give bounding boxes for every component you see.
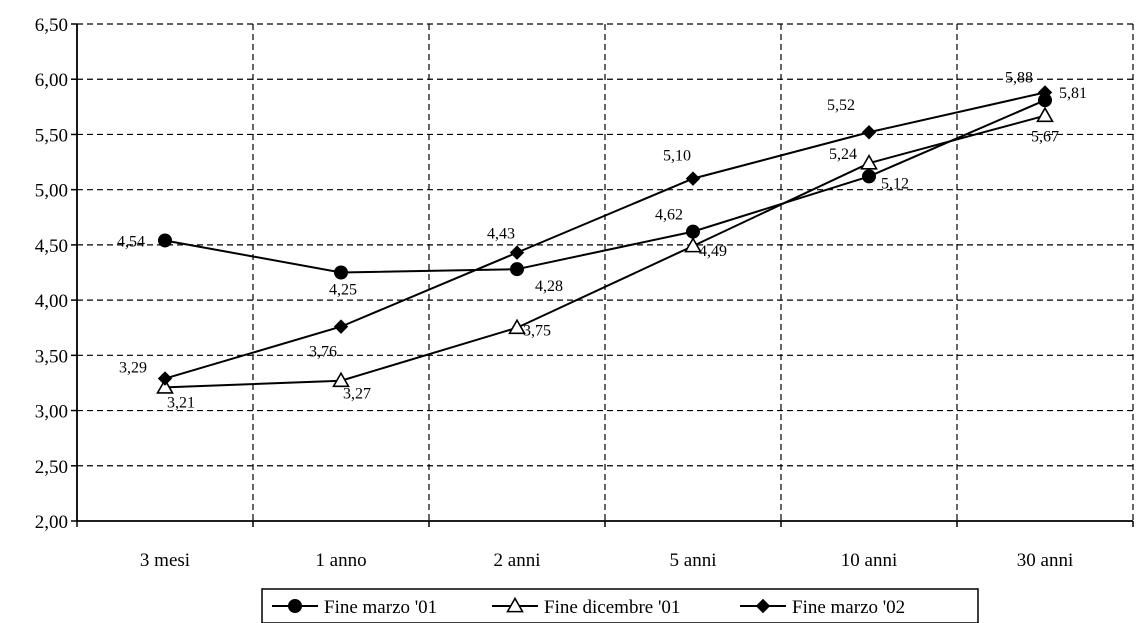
y-tick-label: 2,50	[35, 457, 68, 478]
y-tick-label: 5,50	[35, 125, 68, 146]
data-point-marker	[1036, 106, 1054, 123]
data-label: 5,81	[1059, 85, 1087, 102]
data-point-marker	[156, 378, 174, 394]
y-tick-label: 3,50	[35, 346, 68, 367]
data-point-marker	[862, 169, 876, 184]
data-label: 5,52	[827, 97, 855, 114]
series-line	[164, 91, 1046, 380]
data-label: 4,54	[117, 233, 145, 250]
series-layer	[156, 85, 1054, 394]
y-tick-label: 4,50	[35, 236, 68, 257]
data-label: 4,49	[699, 243, 727, 260]
x-axis-category-labels: 3 mesi 1 anno 2 anni 5 anni 10 anni 30 anni	[140, 550, 1073, 571]
data-point-marker	[510, 262, 524, 277]
series-2	[156, 106, 1054, 394]
data-point-marker	[861, 125, 877, 140]
data-point-marker	[1037, 85, 1053, 100]
data-label: 4,25	[329, 282, 357, 299]
y-tick-label: 2,00	[35, 512, 68, 533]
legend: Fine marzo '01 Fine dicembre '01 Fine marz…	[261, 588, 979, 623]
legend-label: Fine marzo '02	[792, 597, 905, 618]
legend-marker	[755, 598, 771, 614]
data-label: 3,75	[523, 323, 551, 340]
y-axis-tick-labels: 2,00 2,50 3,00 3,50 4,00 4,50 5,00 5,50 6,00 6,50	[35, 15, 68, 533]
legend-item: Fine dicembre '01	[492, 596, 680, 618]
data-point-marker	[508, 318, 526, 335]
data-point-marker	[684, 236, 702, 253]
data-label: 3,21	[167, 394, 195, 411]
x-category-label: 5 anni	[670, 550, 717, 571]
data-point-marker	[509, 245, 525, 260]
legend-box	[261, 588, 979, 623]
grid	[77, 23, 1134, 521]
series-line	[164, 114, 1046, 389]
data-label: 4,43	[487, 226, 515, 243]
data-label: 5,24	[829, 146, 857, 163]
data-point-marker	[686, 224, 700, 239]
data-label: 5,10	[663, 148, 691, 165]
data-label: 5,67	[1031, 129, 1059, 146]
legend-label: Fine marzo '01	[324, 597, 437, 618]
y-tick-label: 6,50	[35, 15, 68, 36]
y-tick-label: 6,00	[35, 70, 68, 91]
y-tick-label: 5,00	[35, 181, 68, 202]
series-3	[157, 85, 1053, 386]
data-point-marker	[860, 154, 878, 170]
data-point-marker	[685, 171, 701, 186]
data-label: 4,28	[535, 278, 563, 295]
data-point-marker	[332, 371, 350, 388]
data-point-marker	[334, 265, 348, 280]
x-category-label: 1 anno	[315, 550, 366, 571]
data-labels-layer: 4,54 4,25 4,28 4,62 5,12 5,81 3,21 3,27 3,75 4,49…	[117, 69, 1087, 411]
y-tick-label: 4,00	[35, 291, 68, 312]
x-category-label: 2 anni	[494, 550, 541, 571]
x-category-label: 10 anni	[841, 550, 897, 571]
legend-label: Fine dicembre '01	[544, 597, 680, 618]
x-category-label: 30 anni	[1017, 550, 1073, 571]
series-1	[158, 93, 1052, 280]
data-point-marker	[158, 233, 172, 248]
data-label: 3,76	[309, 344, 337, 361]
data-point-marker	[333, 319, 349, 334]
data-label: 3,27	[343, 386, 371, 403]
legend-marker	[288, 599, 302, 613]
data-label: 5,88	[1005, 69, 1033, 86]
data-label: 4,62	[655, 207, 683, 224]
legend-marker	[506, 596, 524, 613]
legend-item: Fine marzo '01	[272, 597, 437, 618]
x-category-label: 3 mesi	[140, 550, 190, 571]
series-line	[164, 99, 1046, 274]
y-tick-label: 3,00	[35, 402, 68, 423]
data-point-marker	[157, 371, 173, 386]
data-label: 5,12	[881, 175, 909, 192]
legend-item: Fine marzo '02	[740, 597, 905, 618]
axes	[71, 23, 1134, 527]
data-label: 3,29	[119, 360, 147, 377]
